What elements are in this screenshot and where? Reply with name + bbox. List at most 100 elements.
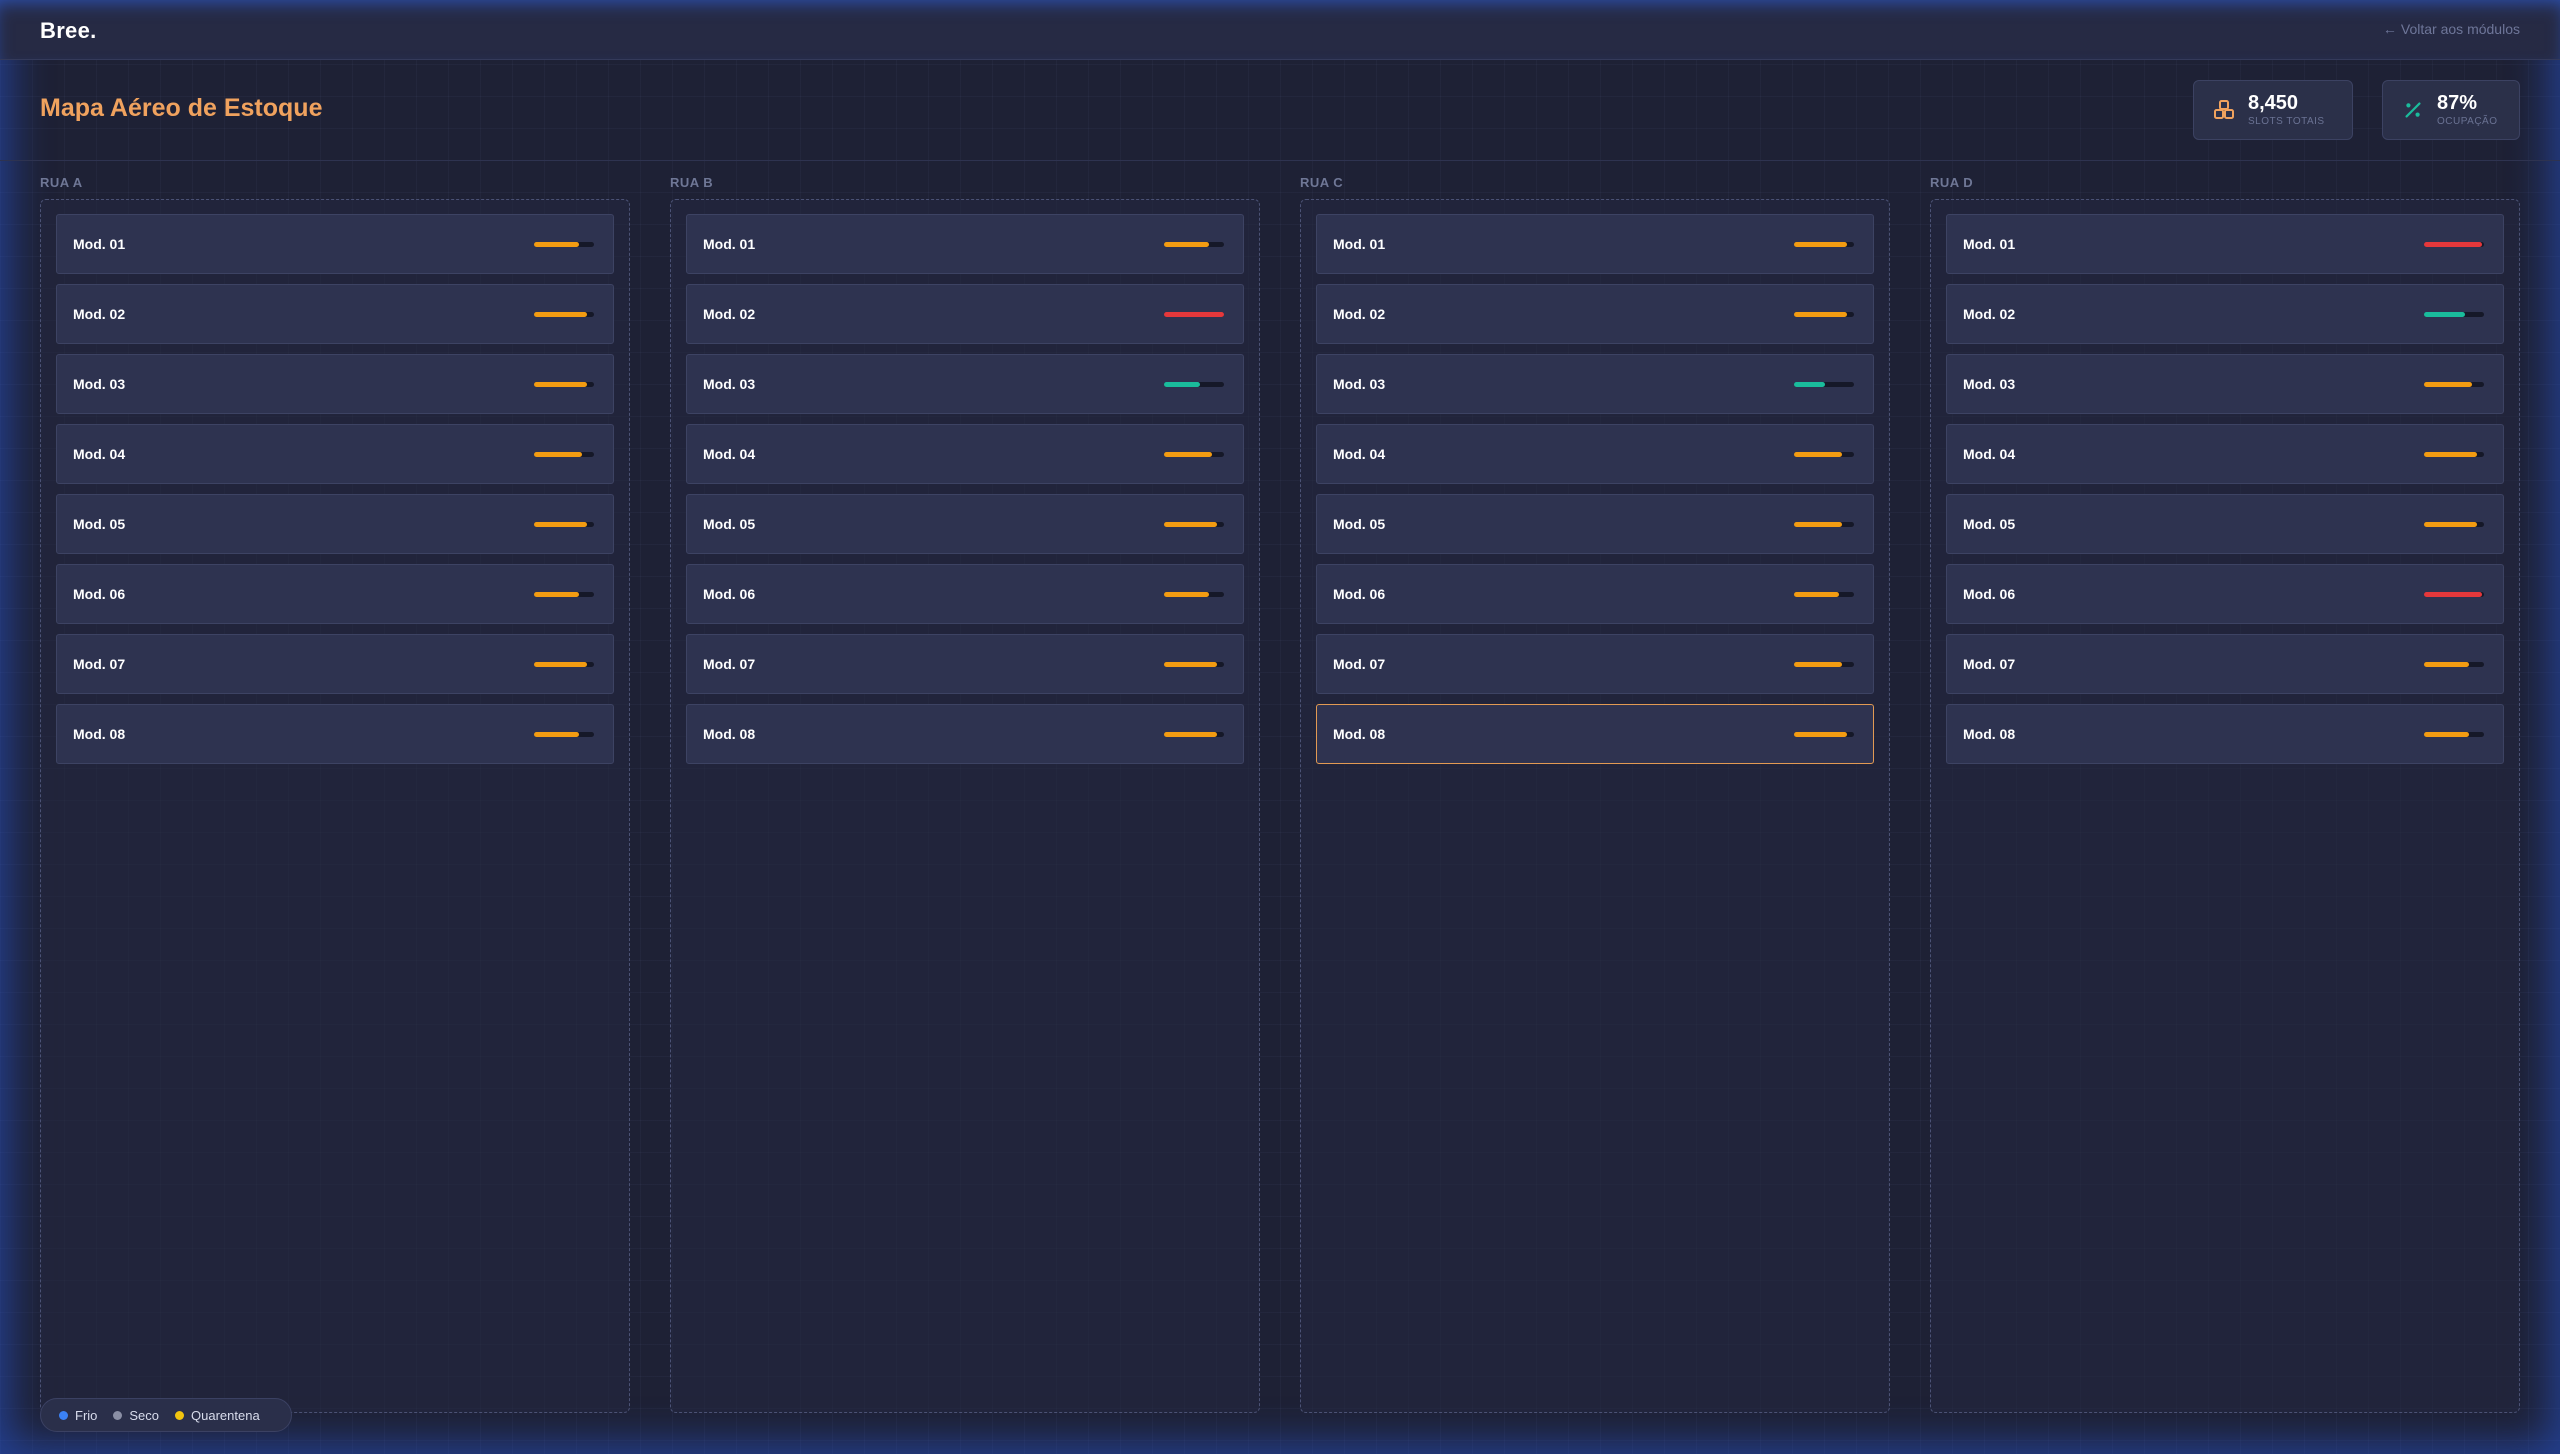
occupancy-bar-fill: [2424, 311, 2465, 317]
occupancy-bar-fill: [1164, 451, 1212, 457]
module-name: Mod. 04: [1963, 446, 2016, 462]
module-card[interactable]: Mod. 02: [1316, 284, 1874, 344]
stat-total-slots: 8,450 SLOTS TOTAIS: [2193, 80, 2353, 140]
occupancy-bar-fill: [534, 731, 579, 737]
legend-dot-icon: [175, 1410, 185, 1420]
occupancy-bar-fill: [534, 661, 587, 667]
module-card[interactable]: Mod. 03: [1316, 354, 1874, 414]
occupancy-bar: [534, 241, 594, 247]
module-card[interactable]: Mod. 06: [56, 564, 614, 624]
boxes-icon: [2212, 98, 2236, 122]
module-card[interactable]: Mod. 02: [1946, 284, 2504, 344]
module-card[interactable]: Mod. 05: [1316, 494, 1874, 554]
occupancy-bar-fill: [1164, 521, 1217, 527]
street-area: Mod. 01 Mod. 02 Mod. 03 Mod. 04 Mod. 05 Mod. …: [1930, 199, 2520, 1413]
occupancy-bar-fill: [1164, 241, 1209, 247]
occupancy-bar-fill: [534, 591, 579, 597]
occupancy-bar-fill: [1794, 591, 1839, 597]
occupancy-bar: [534, 661, 594, 667]
module-name: Mod. 05: [703, 516, 756, 532]
module-card[interactable]: Mod. 04: [686, 424, 1244, 484]
module-name: Mod. 01: [703, 236, 756, 252]
module-name: Mod. 08: [1963, 726, 2016, 742]
occupancy-bar-fill: [2424, 521, 2477, 527]
module-card[interactable]: Mod. 01: [1946, 214, 2504, 274]
brand-logo[interactable]: Bree.: [40, 18, 97, 43]
occupancy-bar: [2424, 661, 2484, 667]
module-name: Mod. 03: [73, 376, 126, 392]
legend: Frio Seco Quarentena: [40, 1398, 292, 1432]
module-card[interactable]: Mod. 08: [56, 704, 614, 764]
occupancy-bar: [1794, 381, 1854, 387]
occupancy-bar-fill: [1164, 311, 1224, 317]
module-card[interactable]: Mod. 01: [686, 214, 1244, 274]
module-card[interactable]: Mod. 07: [1946, 634, 2504, 694]
module-name: Mod. 02: [703, 306, 756, 322]
module-name: Mod. 02: [1333, 306, 1386, 322]
module-name: Mod. 08: [1333, 726, 1386, 742]
module-card[interactable]: Mod. 07: [1316, 634, 1874, 694]
top-bar: Bree. ← Voltar aos módulos: [0, 0, 2560, 60]
occupancy-bar: [1164, 381, 1224, 387]
back-to-modules-link[interactable]: ← Voltar aos módulos: [2383, 21, 2520, 37]
module-card[interactable]: Mod. 05: [686, 494, 1244, 554]
stat-slots-label: SLOTS TOTAIS: [2248, 116, 2325, 127]
occupancy-bar: [1164, 521, 1224, 527]
module-name: Mod. 02: [73, 306, 126, 322]
occupancy-bar: [2424, 311, 2484, 317]
module-card[interactable]: Mod. 08: [1946, 704, 2504, 764]
module-card[interactable]: Mod. 07: [56, 634, 614, 694]
arrow-left-icon: ←: [2382, 21, 2397, 37]
module-name: Mod. 06: [703, 586, 756, 602]
module-name: Mod. 08: [73, 726, 126, 742]
occupancy-bar-fill: [534, 451, 582, 457]
street-label: RUA D: [1930, 175, 1974, 190]
module-card[interactable]: Mod. 04: [56, 424, 614, 484]
module-name: Mod. 03: [1333, 376, 1386, 392]
module-name: Mod. 05: [1963, 516, 2016, 532]
stat-occupancy-value: 87%: [2437, 92, 2478, 114]
occupancy-bar: [2424, 591, 2484, 597]
module-name: Mod. 06: [73, 586, 126, 602]
stat-occupancy-label: OCUPAÇÃO: [2437, 116, 2498, 127]
module-card[interactable]: Mod. 01: [1316, 214, 1874, 274]
module-card[interactable]: Mod. 01: [56, 214, 614, 274]
module-card[interactable]: Mod. 06: [1316, 564, 1874, 624]
street-column: RUA B Mod. 01 Mod. 02 Mod. 03 Mod. 04 Mod. 05…: [670, 175, 1260, 1413]
occupancy-bar-fill: [1794, 451, 1842, 457]
module-card[interactable]: Mod. 02: [686, 284, 1244, 344]
module-card[interactable]: Mod. 05: [56, 494, 614, 554]
module-name: Mod. 03: [1963, 376, 2016, 392]
occupancy-bar-fill: [2424, 241, 2483, 247]
module-name: Mod. 07: [703, 656, 756, 672]
module-card[interactable]: Mod. 08: [1316, 704, 1874, 764]
module-card[interactable]: Mod. 06: [686, 564, 1244, 624]
occupancy-bar: [534, 521, 594, 527]
module-name: Mod. 01: [1333, 236, 1386, 252]
occupancy-bar: [2424, 731, 2484, 737]
module-card[interactable]: Mod. 02: [56, 284, 614, 344]
occupancy-bar: [1794, 731, 1854, 737]
module-card[interactable]: Mod. 08: [686, 704, 1244, 764]
module-name: Mod. 06: [1333, 586, 1386, 602]
street-area: Mod. 01 Mod. 02 Mod. 03 Mod. 04 Mod. 05 Mod. …: [670, 199, 1260, 1413]
module-card[interactable]: Mod. 04: [1316, 424, 1874, 484]
module-card[interactable]: Mod. 03: [686, 354, 1244, 414]
occupancy-bar: [2424, 381, 2484, 387]
module-card[interactable]: Mod. 05: [1946, 494, 2504, 554]
module-name: Mod. 07: [1963, 656, 2016, 672]
module-card[interactable]: Mod. 04: [1946, 424, 2504, 484]
module-card[interactable]: Mod. 03: [56, 354, 614, 414]
occupancy-bar: [1164, 311, 1224, 317]
occupancy-bar: [534, 311, 594, 317]
module-name: Mod. 06: [1963, 586, 2016, 602]
module-card[interactable]: Mod. 07: [686, 634, 1244, 694]
module-card[interactable]: Mod. 06: [1946, 564, 2504, 624]
street-column: RUA C Mod. 01 Mod. 02 Mod. 03 Mod. 04 Mod. 05…: [1300, 175, 1890, 1413]
module-card[interactable]: Mod. 03: [1946, 354, 2504, 414]
occupancy-bar-fill: [2424, 591, 2483, 597]
stat-slots-value: 8,450: [2248, 92, 2299, 114]
module-name: Mod. 02: [1963, 306, 2016, 322]
module-name: Mod. 04: [703, 446, 756, 462]
occupancy-bar: [1794, 311, 1854, 317]
